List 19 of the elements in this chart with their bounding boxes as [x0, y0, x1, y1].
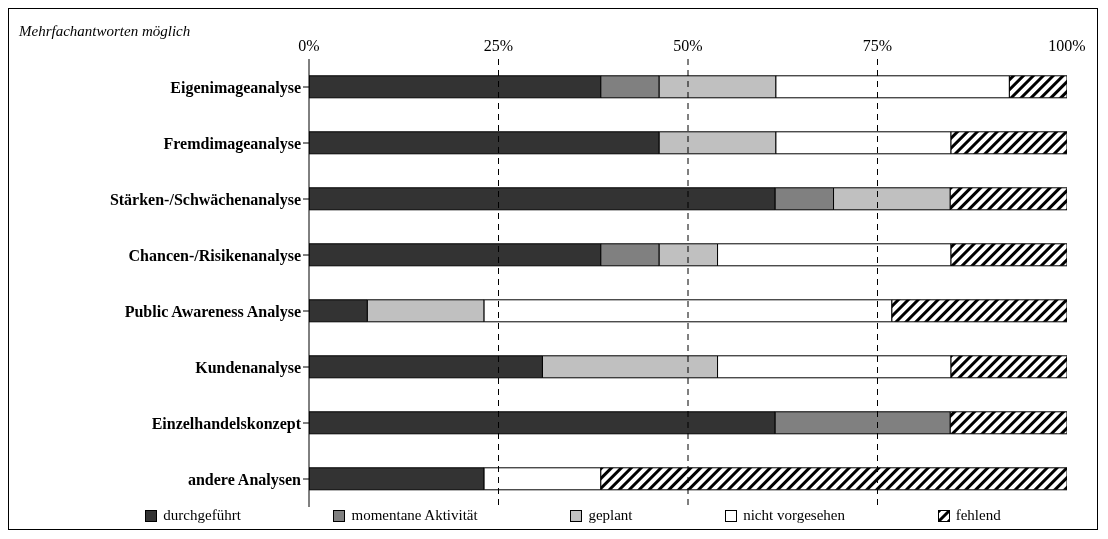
y-tick-label: Fremdimageanalyse [163, 134, 301, 153]
y-tick-label: andere Analysen [187, 470, 302, 489]
y-tick-label: Public Awareness Analyse [124, 302, 301, 321]
y-tick-label: Kundenanalyse [195, 358, 301, 377]
legend-label: durchgeführt [162, 507, 241, 524]
legend-label: nicht vorgesehen [742, 507, 845, 524]
y-tick-label: Eigenimageanalyse [170, 78, 301, 97]
text: Mehrfachantworten möglich [19, 23, 191, 40]
x-tick-label: 75% [862, 37, 893, 54]
legend-label: geplant [587, 507, 633, 524]
y-tick-label: Stärken-/Schwächenanalyse [109, 190, 301, 209]
x-tick-label: 100% [1048, 37, 1086, 54]
y-tick-label: Einzelhandelskonzept [151, 414, 302, 433]
x-tick-label: 50% [673, 37, 703, 54]
legend-label: fehlend [954, 507, 1001, 524]
legend-label: momentane Aktivität [350, 507, 478, 524]
y-tick-label: Chancen-/Risikenanalyse [128, 246, 301, 265]
x-tick-label: 25% [483, 37, 514, 54]
x-tick-label: 0% [298, 37, 320, 54]
